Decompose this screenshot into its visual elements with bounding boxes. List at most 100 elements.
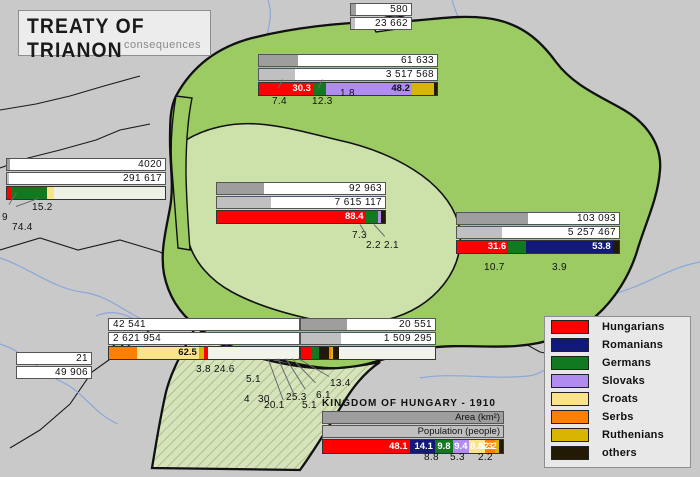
legend-label: Serbs — [602, 410, 634, 423]
statbox-italy-fiume: 21 49 906 — [16, 352, 92, 379]
bar-segment — [109, 347, 113, 359]
bar-segment: 48.2 — [326, 83, 412, 95]
statbox-austria: 4020 291 617 — [6, 158, 166, 200]
bar-segment-label: 31.6 — [487, 241, 507, 252]
title-box: TREATY OF TRIANON consequences — [18, 10, 211, 62]
poland-population-row: 23 662 — [350, 17, 412, 30]
statbox-hungary: 92 963 7 615 117 88.4 — [216, 182, 386, 224]
legend-label: Germans — [602, 356, 652, 369]
croatia-ethnic-bar — [300, 346, 436, 360]
statbox-yugoslavia: 42 541 2 621 954 62.5 — [108, 318, 300, 360]
romania-ethnic-bar: 31.6 53.8 — [456, 240, 620, 254]
yugoslavia-callout-d: 4 — [244, 394, 250, 405]
bar-segment-label: 48.1 — [389, 441, 408, 452]
kingdom-area-label: Area (km²) — [455, 412, 500, 423]
czechoslovakia-callout-ruthenians: 12.3 — [312, 96, 333, 107]
yugoslavia-callout-e: 30 — [258, 394, 270, 405]
hungary-ethnic-bar: 88.4 — [216, 210, 386, 224]
bar-segment: 53.8 — [525, 241, 613, 253]
legend-label: Slovaks — [602, 374, 645, 387]
bar-segment — [612, 241, 619, 253]
legend-label: Hungarians — [602, 320, 665, 333]
legend-item-ruthenians: Ruthenians — [551, 426, 690, 443]
bar-segment — [377, 211, 382, 223]
yugoslavia-callout-serbs-b: 24.6 — [214, 364, 235, 375]
bar-segment-label: 2.2 — [483, 441, 497, 452]
burgenland-area — [170, 95, 193, 251]
bar-segment: 9.4 — [452, 440, 470, 453]
bar-segment — [365, 211, 378, 223]
czechoslovakia-ethnic-bar: 30.3 48.2 — [258, 82, 438, 96]
poland-area-row: 580 — [350, 3, 412, 16]
legend-item-germans: Germans — [551, 354, 690, 371]
czechoslovakia-callout-germans: 7.4 — [272, 96, 287, 107]
austria-callout-croats: 15.2 — [32, 202, 53, 213]
yugoslavia-area-value: 42 541 — [113, 319, 146, 330]
page-title: TREATY OF TRIANON — [27, 15, 145, 62]
bar-segment — [46, 187, 54, 199]
statbox-czechoslovakia: 61 633 3 517 568 30.3 48.2 — [258, 54, 438, 96]
kingdom-heading: KINGDOM OF HUNGARY - 1910 — [322, 398, 496, 409]
bar-segment-label: 30.3 — [292, 83, 311, 94]
hungary-callout-slovaks: 2.2 — [366, 240, 381, 251]
legend-swatch — [551, 337, 589, 352]
legend-item-serbs: Serbs — [551, 408, 690, 425]
romania-callout-others: 3.9 — [552, 262, 567, 273]
austria-population-value: 291 617 — [123, 173, 162, 184]
bar-segment — [328, 347, 331, 359]
bar-segment-label: 88.4 — [345, 211, 364, 222]
legend-swatch — [551, 409, 589, 424]
poland-area-value: 580 — [390, 4, 408, 15]
czechoslovakia-callout-others: 1.8 — [340, 88, 355, 99]
legend-swatch — [551, 391, 589, 406]
kingdom-area-row: Area (km²) — [322, 411, 504, 424]
croatia-population-row: 1 509 295 — [300, 332, 436, 345]
legend-list: Hungarians Romanians Germans Slovaks Croats S… — [545, 318, 690, 461]
bar-segment — [433, 83, 437, 95]
italy-area-row: 21 — [16, 352, 92, 365]
bar-segment: 5.3 — [480, 440, 495, 453]
italy-area-value: 21 — [76, 353, 88, 364]
czechoslovakia-area-value: 61 633 — [401, 55, 434, 66]
legend: Hungarians Romanians Germans Slovaks Croats S… — [544, 316, 691, 468]
romania-area-value: 103 093 — [577, 213, 616, 224]
kingdom-population-row: Population (people) — [322, 425, 504, 438]
legend-swatch — [551, 319, 589, 334]
croatia-population-value: 1 509 295 — [383, 333, 432, 344]
bar-segment — [203, 347, 208, 359]
bar-segment — [508, 241, 526, 253]
croatia-area-row: 20 551 — [300, 318, 436, 331]
croatia-callout-b: 25.3 — [286, 392, 307, 403]
bar-segment — [312, 83, 327, 95]
austria-area-row: 4020 — [6, 158, 166, 171]
legend-swatch — [551, 427, 589, 442]
bar-segment — [301, 347, 311, 359]
yugoslavia-population-value: 2 621 954 — [113, 333, 162, 344]
austria-area-value: 4020 — [138, 159, 162, 170]
bar-segment: 2.2 — [484, 440, 499, 453]
statbox-romania: 103 093 5 257 467 31.6 53.8 — [456, 212, 620, 254]
bar-segment-label: 48.2 — [391, 83, 410, 94]
bar-segment — [310, 347, 319, 359]
bar-segment — [411, 83, 434, 95]
kingdom-ethnic-bar: 48.1 14.1 9.8 9.4 8.8 5.3 2.2 — [322, 439, 504, 454]
kingdom-under-serbs: 5.3 — [450, 452, 465, 463]
italy-population-value: 49 906 — [55, 367, 88, 378]
legend-item-slovaks: Slovaks — [551, 372, 690, 389]
romania-area-row: 103 093 — [456, 212, 620, 225]
legend-item-hungarians: Hungarians — [551, 318, 690, 335]
czechoslovakia-population-value: 3 517 568 — [385, 69, 434, 80]
bar-segment-label: 53.8 — [592, 241, 611, 252]
kingdom-panel: KINGDOM OF HUNGARY - 1910 Area (km²) Pop… — [322, 398, 504, 454]
romania-population-value: 5 257 467 — [567, 227, 616, 238]
hungary-callout-germans: 7.3 — [352, 230, 367, 241]
bar-segment-label: 62.5 — [178, 347, 197, 358]
bar-segment-label: 9.4 — [454, 441, 468, 452]
poland-population-value: 23 662 — [375, 18, 408, 29]
legend-swatch — [551, 445, 589, 460]
croatia-callout-d: 6.1 — [316, 390, 331, 401]
czechoslovakia-area-row: 61 633 — [258, 54, 438, 67]
croatia-area-value: 20 551 — [399, 319, 432, 330]
yugoslavia-callout-ruthenians: 5.1 — [246, 374, 261, 385]
